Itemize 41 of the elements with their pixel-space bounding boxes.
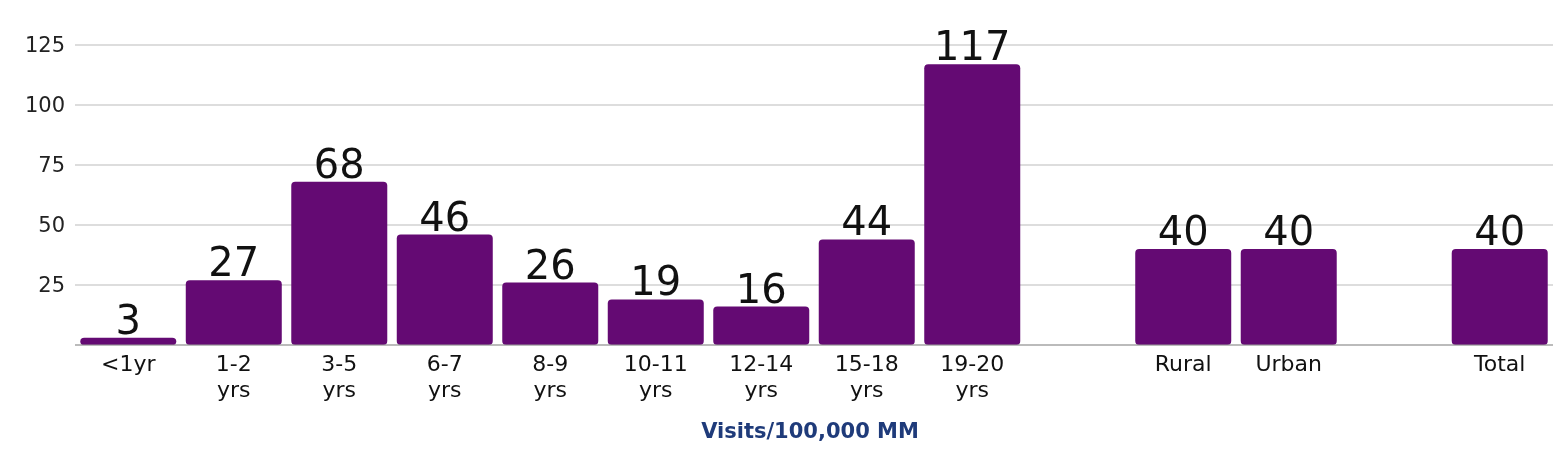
bar [1135, 249, 1232, 345]
x-tick-label: 1-2 yrs [215, 351, 252, 402]
x-tick-label: Rural [1154, 351, 1212, 376]
bar [924, 64, 1021, 345]
y-tick-label: 125 [24, 33, 65, 58]
x-tick-label: Total [1473, 351, 1526, 376]
x-axis-title: Visits/100,000 MM [701, 419, 919, 443]
data-label: 16 [735, 265, 787, 312]
y-tick-label: 75 [38, 153, 65, 178]
y-tick-label: 100 [24, 93, 65, 118]
y-tick-label: 50 [38, 213, 65, 238]
data-label: 40 [1474, 208, 1526, 254]
x-tick-label: <1yr [101, 351, 157, 376]
x-tick-label: 15-18 yrs [834, 351, 899, 402]
data-label: 40 [1263, 208, 1315, 254]
data-label: 68 [313, 140, 365, 187]
bar [713, 306, 810, 345]
data-label: 40 [1157, 208, 1209, 254]
data-label: 26 [524, 241, 576, 288]
x-tick-label: 12-14 yrs [729, 351, 794, 402]
data-label: 27 [208, 239, 260, 286]
data-label: 117 [934, 23, 1011, 70]
x-tick-label: 10-11 yrs [623, 351, 688, 402]
bar [185, 280, 282, 345]
data-label: 3 [115, 296, 141, 343]
bar [1451, 249, 1548, 345]
data-label: 44 [841, 198, 893, 245]
bar [1240, 249, 1337, 345]
data-label: 46 [419, 193, 471, 240]
y-tick-label: 25 [38, 273, 65, 298]
x-tick-label: 8-9 yrs [532, 351, 569, 402]
bar [396, 234, 493, 345]
x-tick-label: 19-20 yrs [940, 351, 1005, 402]
bar [607, 299, 704, 345]
bar [502, 282, 599, 345]
x-tick-label: 3-5 yrs [321, 351, 358, 402]
x-tick-label: 6-7 yrs [426, 351, 463, 402]
data-label: 19 [630, 258, 682, 305]
x-tick-label: Urban [1255, 351, 1323, 376]
bar [818, 239, 915, 345]
bar [291, 181, 388, 345]
